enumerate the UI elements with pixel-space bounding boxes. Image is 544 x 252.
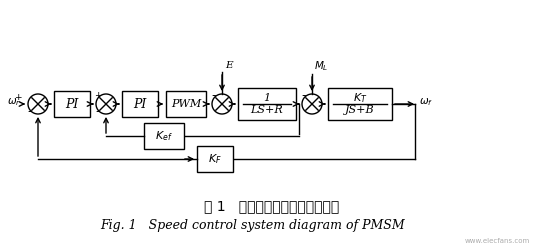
Circle shape — [28, 94, 48, 114]
Text: -: - — [96, 106, 100, 118]
Bar — [144, 123, 184, 149]
Bar — [328, 88, 392, 120]
Circle shape — [96, 94, 116, 114]
Text: $M_L$: $M_L$ — [314, 59, 329, 73]
Bar — [122, 91, 158, 117]
Text: 1: 1 — [263, 93, 270, 103]
Text: $\omega_r$: $\omega_r$ — [7, 96, 21, 108]
Text: LS+R: LS+R — [251, 105, 283, 115]
Text: PI: PI — [133, 98, 147, 110]
Text: -: - — [28, 106, 32, 118]
Text: -: - — [212, 89, 217, 103]
Text: Fig. 1   Speed control system diagram of PMSM: Fig. 1 Speed control system diagram of P… — [100, 219, 404, 233]
Text: PWM: PWM — [171, 99, 201, 109]
Text: 图 1   永磁同步电机调速系统框图: 图 1 永磁同步电机调速系统框图 — [205, 199, 339, 213]
Text: $K_F$: $K_F$ — [208, 152, 222, 166]
Circle shape — [302, 94, 322, 114]
Bar — [166, 91, 206, 117]
Text: E: E — [225, 61, 233, 70]
Circle shape — [212, 94, 232, 114]
Text: JS+B: JS+B — [345, 105, 375, 115]
Text: $\omega_f$: $\omega_f$ — [419, 96, 433, 108]
Text: -: - — [302, 89, 306, 103]
Text: +: + — [14, 93, 22, 103]
Text: $K_T$: $K_T$ — [353, 91, 367, 105]
Bar — [54, 91, 90, 117]
Text: www.elecfans.com: www.elecfans.com — [465, 238, 530, 244]
Bar — [197, 146, 233, 172]
Bar — [238, 88, 296, 120]
Text: $K_{ef}$: $K_{ef}$ — [155, 129, 173, 143]
Text: +: + — [94, 91, 102, 101]
Text: PI: PI — [65, 98, 79, 110]
